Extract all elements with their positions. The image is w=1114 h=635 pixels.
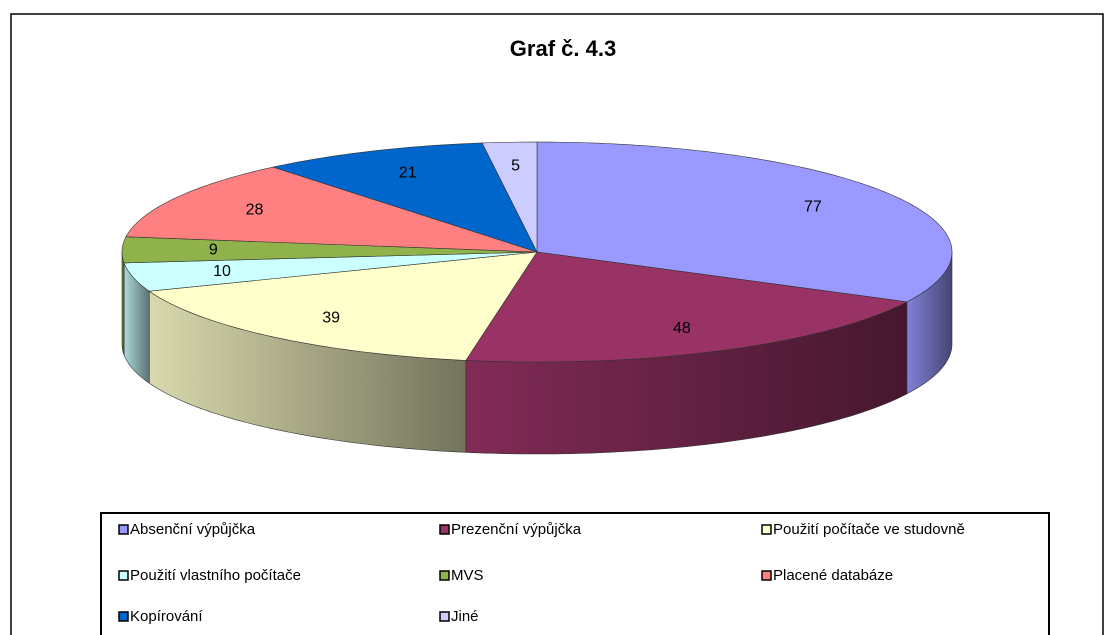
pie-slice — [148, 251, 538, 361]
legend-swatch — [439, 570, 450, 581]
pie-slice — [271, 142, 538, 253]
legend-swatch — [439, 611, 450, 622]
legend-label: Prezenční výpůjčka — [451, 521, 582, 538]
legend-label: Použití vlastního počítače — [130, 567, 301, 584]
data-label: 21 — [399, 165, 417, 182]
legend-swatch — [118, 611, 129, 622]
data-label: 48 — [673, 320, 691, 337]
legend-label: Absenční výpůjčka — [130, 521, 256, 538]
legend-swatch — [118, 570, 129, 581]
pie-slice — [465, 251, 908, 363]
legend-swatch — [761, 524, 772, 535]
legend-label: Kopírování — [130, 608, 203, 625]
data-label: 10 — [213, 263, 231, 280]
legend-label: MVS — [451, 567, 484, 584]
legend-swatch — [118, 524, 129, 535]
legend-label: Jiné — [451, 608, 479, 625]
legend-swatch — [439, 524, 450, 535]
pie-slice — [481, 141, 538, 253]
pie-slice — [121, 236, 538, 264]
chart-title: Graf č. 4.3 — [510, 36, 616, 61]
pie-slice — [536, 141, 953, 303]
data-label: 77 — [804, 198, 822, 215]
data-label: 5 — [511, 158, 520, 175]
data-label: 9 — [209, 242, 218, 259]
pie-side — [121, 251, 125, 356]
legend-label: Použití počítače ve studovně — [773, 521, 965, 538]
legend-box — [100, 512, 1050, 635]
data-label: 28 — [246, 201, 264, 218]
pie-slice — [123, 251, 538, 292]
data-label: 39 — [322, 309, 340, 326]
legend-swatch — [761, 570, 772, 581]
pie-slice — [125, 166, 538, 253]
legend-label: Placené databáze — [773, 567, 893, 584]
